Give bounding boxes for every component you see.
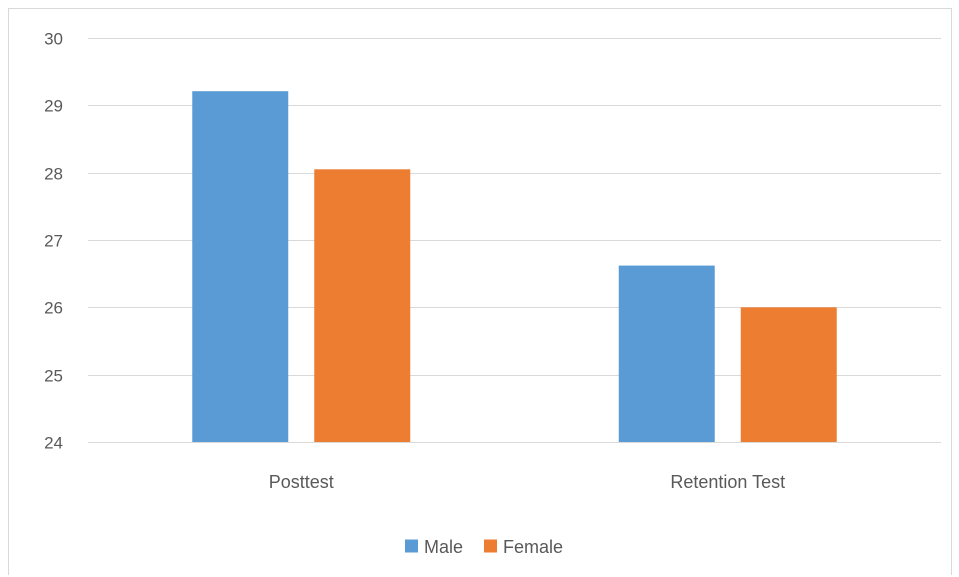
bar-female-posttest xyxy=(314,169,411,443)
bars xyxy=(192,91,837,443)
y-axis-ticks: 24 25 26 27 28 29 30 xyxy=(44,30,63,453)
y-tick-label: 27 xyxy=(44,232,63,251)
x-tick-label: Retention Test xyxy=(670,472,785,492)
legend: Male Female xyxy=(405,537,563,557)
legend-swatch-female xyxy=(484,539,497,553)
y-tick-label: 24 xyxy=(44,434,63,453)
bar-male-retention-test xyxy=(618,265,715,442)
chart-area xyxy=(8,8,952,575)
x-tick-label: Posttest xyxy=(269,472,334,492)
y-tick-label: 29 xyxy=(44,97,63,116)
y-tick-label: 28 xyxy=(44,165,63,184)
legend-label-male: Male xyxy=(424,537,463,557)
legend-label-female: Female xyxy=(503,537,563,557)
y-tick-label: 26 xyxy=(44,299,63,318)
legend-swatch-male xyxy=(405,539,418,553)
bar-female-retention-test xyxy=(740,307,837,442)
y-tick-label: 30 xyxy=(44,30,63,49)
y-tick-label: 25 xyxy=(44,367,63,386)
x-axis-ticks: Posttest Retention Test xyxy=(269,472,785,492)
bar-male-posttest xyxy=(192,91,289,443)
